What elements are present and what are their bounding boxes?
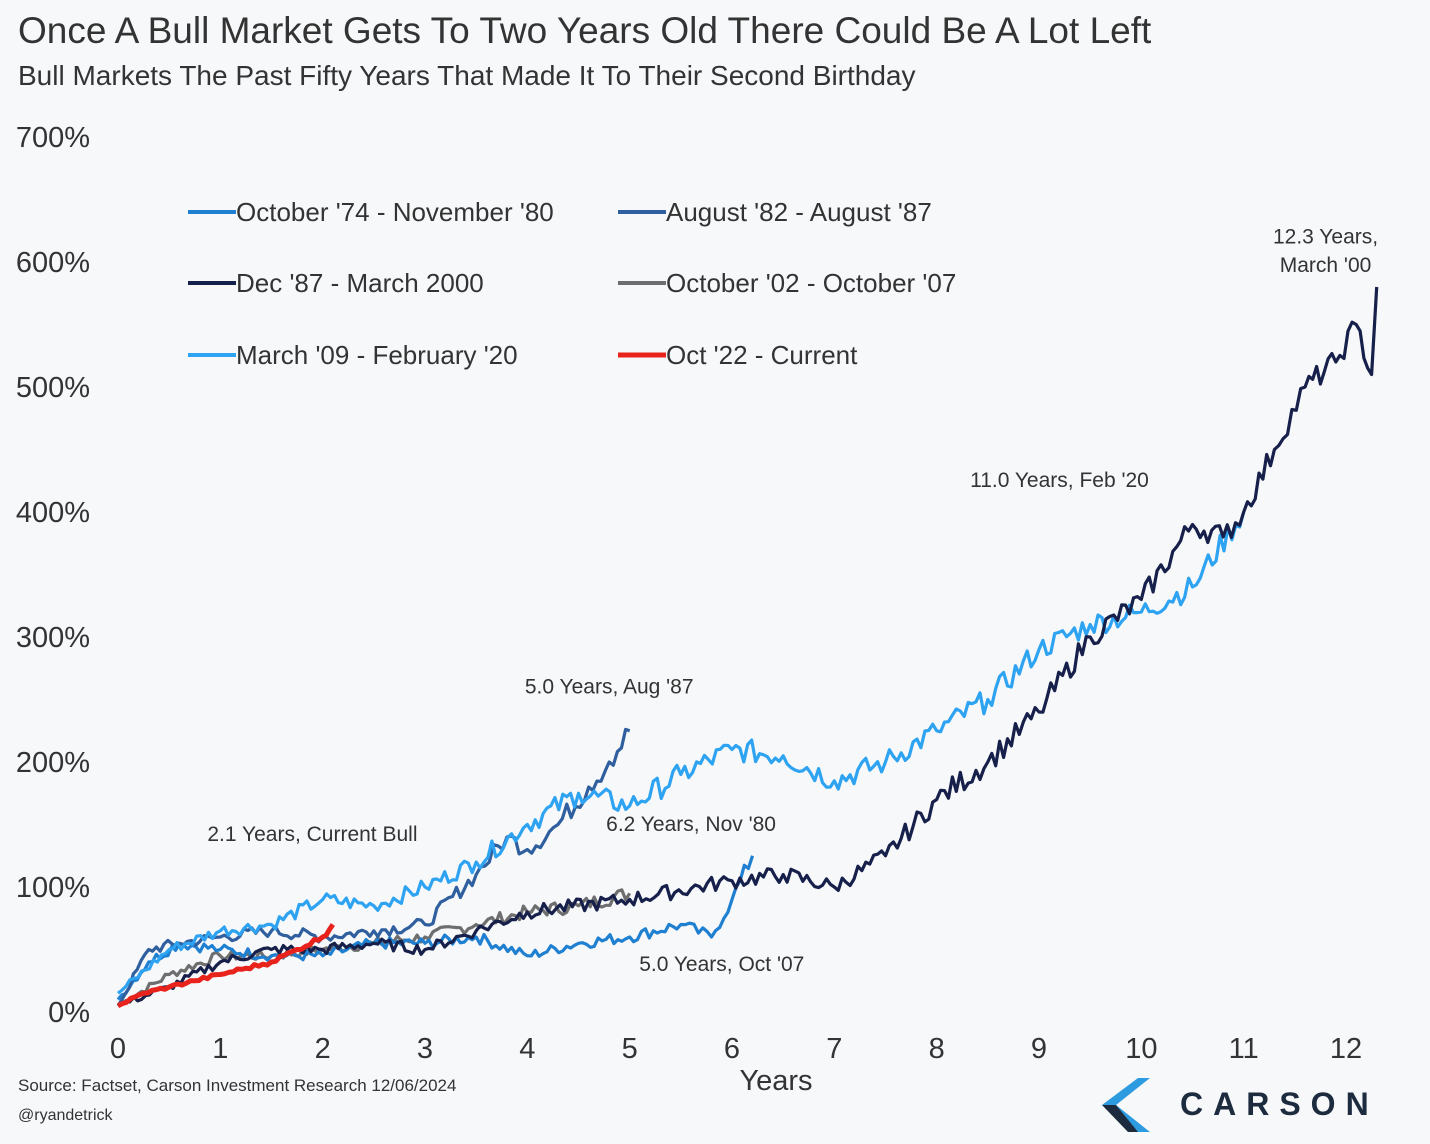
x-tick-label: 6 — [724, 1033, 740, 1065]
series-line — [117, 511, 1246, 995]
legend-label: October '02 - October '07 — [666, 268, 956, 298]
y-tick-label: 0% — [48, 997, 90, 1029]
y-axis: 0% 100% 200% 300% 400% 500% 600% 700% — [16, 122, 90, 1029]
legend-label: October '74 - November '80 — [236, 197, 554, 227]
x-tick-label: 2 — [315, 1033, 331, 1065]
y-tick-label: 700% — [16, 122, 90, 154]
chart-subtitle: Bull Markets The Past Fifty Years That M… — [18, 60, 916, 91]
legend-label: Dec '87 - March 2000 — [236, 268, 484, 298]
x-axis-label: Years — [739, 1065, 812, 1097]
y-tick-label: 600% — [16, 247, 90, 279]
author-handle: @ryandetrick — [18, 1107, 113, 1124]
x-tick-label: 8 — [929, 1033, 945, 1065]
y-tick-label: 500% — [16, 372, 90, 404]
annotation-label: 5.0 Years, Aug '87 — [525, 675, 694, 698]
series-layer — [116, 286, 1379, 1009]
y-tick-label: 300% — [16, 622, 90, 654]
annotation-label: 6.2 Years, Nov '80 — [606, 813, 776, 836]
legend-label: August '82 - August '87 — [666, 197, 932, 227]
x-tick-label: 4 — [519, 1033, 535, 1065]
logo-text: CARSON — [1180, 1086, 1379, 1122]
x-tick-label: 11 — [1229, 1033, 1259, 1065]
annotation-label: 11.0 Years, Feb '20 — [970, 469, 1149, 492]
source-note: Source: Factset, Carson Investment Resea… — [18, 1076, 457, 1095]
x-tick-label: 7 — [826, 1033, 842, 1065]
legend-label: Oct '22 - Current — [666, 340, 858, 370]
y-tick-label: 400% — [16, 497, 90, 529]
annotation-label: 2.1 Years, Current Bull — [207, 823, 417, 846]
y-tick-label: 100% — [16, 872, 90, 904]
chart-title: Once A Bull Market Gets To Two Years Old… — [18, 10, 1152, 51]
legend-label: March '09 - February '20 — [236, 340, 518, 370]
x-axis: 0 1 2 3 4 5 6 7 8 9 10 11 12 — [110, 1033, 1362, 1065]
x-tick-label: 1 — [212, 1033, 228, 1065]
legend: October '74 - November '80 August '82 - A… — [188, 197, 956, 370]
series-line — [116, 727, 631, 1007]
x-tick-label: 3 — [417, 1033, 433, 1065]
annotation-label: March '00 — [1280, 254, 1372, 277]
y-tick-label: 200% — [16, 747, 90, 779]
carson-logo: CARSON — [1092, 1072, 1422, 1138]
series-line — [116, 855, 755, 1001]
x-tick-label: 10 — [1125, 1033, 1157, 1065]
carson-chevron-icon — [1102, 1078, 1150, 1132]
annotation-layer: 12.3 Years, March '00 11.0 Years, Feb '20 5… — [207, 225, 1378, 976]
series-line — [116, 923, 335, 1009]
annotation-label: 12.3 Years, — [1273, 225, 1378, 248]
series-line — [117, 286, 1379, 1008]
x-tick-label: 5 — [622, 1033, 638, 1065]
x-tick-label: 9 — [1031, 1033, 1047, 1065]
x-tick-label: 0 — [110, 1033, 126, 1065]
x-tick-label: 12 — [1330, 1033, 1362, 1065]
annotation-label: 5.0 Years, Oct '07 — [639, 953, 804, 976]
